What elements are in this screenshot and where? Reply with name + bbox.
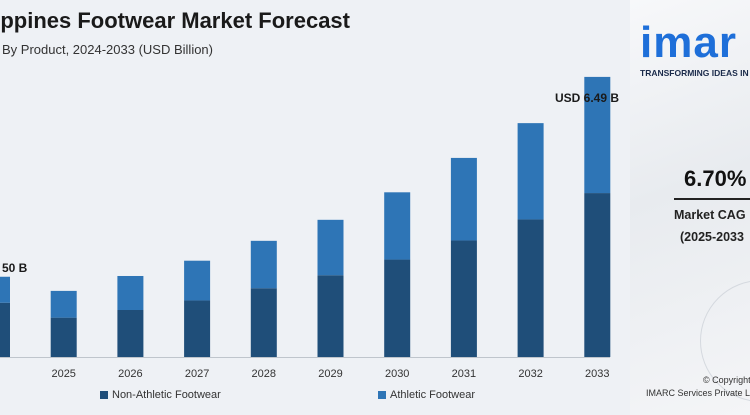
chart-title: ilippines Footwear Market Forecast [0,8,350,33]
legend-label-athletic: Athletic Footwear [390,389,475,401]
logo-tagline: TRANSFORMING IDEAS IN [640,68,749,78]
legend-swatch-athletic [378,391,386,399]
legend-swatch-non-athletic [100,391,108,399]
legend-item-non-athletic: Non-Athletic Footwear [100,389,221,401]
data-label-last: USD 6.49 B [555,91,619,105]
bar-athletic-2030 [384,192,411,260]
bar-non-athletic-2026 [117,309,144,357]
company-name: IMARC Services Private Li [646,388,750,398]
side-panel: imar TRANSFORMING IDEAS IN 6.70% Market … [630,0,750,415]
imarc-logo: imar [640,18,737,67]
bar-athletic-2027 [184,260,211,301]
chart-panel: ilippines Footwear Market Forecast By Pr… [0,8,620,401]
bar-non-athletic-2032 [517,219,544,357]
bar-chart: 2025 2026 2027 2028 2029 2030 2031 2032 2033 50 B… [0,76,619,380]
x-tick-label-2025: 2025 [51,368,75,380]
x-tick-label-2032: 2032 [518,368,542,380]
cagr-value: 6.70% [684,166,747,191]
bar-non-athletic-2025 [50,317,77,357]
data-label-first: 50 B [2,261,28,275]
x-tick-label-2033: 2033 [585,368,609,380]
x-tick-label-2029: 2029 [318,368,342,380]
x-tick-label-2031: 2031 [452,368,476,380]
x-tick-label-2026: 2026 [118,368,142,380]
bar-athletic-2025 [50,290,77,318]
bar-athletic-2033 [584,76,611,194]
bar-non-athletic-first [0,302,10,357]
bar-athletic-2032 [517,123,544,220]
x-tick-label-2030: 2030 [385,368,409,380]
bar-athletic-2026 [117,275,144,310]
bar-athletic-2031 [450,157,477,241]
bar-non-athletic-2027 [184,300,211,357]
bar-non-athletic-2033 [584,193,611,357]
cagr-divider [674,198,750,200]
legend-label-non-athletic: Non-Athletic Footwear [112,389,221,401]
copyright-text: © Copyright [703,375,750,385]
bar-non-athletic-2028 [250,288,277,357]
bar-non-athletic-2030 [384,259,411,357]
bar-athletic-2028 [250,240,277,289]
bar-non-athletic-2029 [317,275,344,357]
chart-subtitle: By Product, 2024-2033 (USD Billion) [2,42,213,57]
bar-athletic-first [0,276,10,303]
cagr-label: Market CAG [674,208,746,222]
legend-item-athletic: Athletic Footwear [378,389,475,401]
bar-non-athletic-2031 [450,240,477,357]
cagr-period: (2025-2033 [680,230,744,244]
x-tick-label-2028: 2028 [252,368,276,380]
bar-athletic-2029 [317,219,344,276]
x-tick-label-2027: 2027 [185,368,209,380]
